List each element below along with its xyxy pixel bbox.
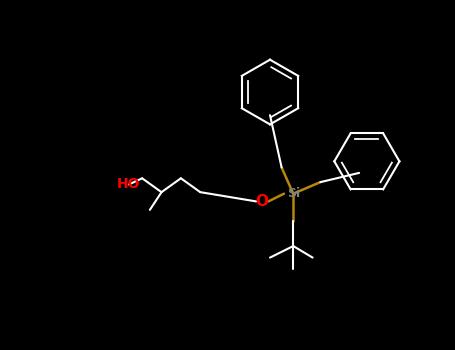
Text: Si: Si [287, 187, 300, 200]
Text: O: O [256, 194, 269, 209]
Text: HO: HO [116, 177, 140, 191]
